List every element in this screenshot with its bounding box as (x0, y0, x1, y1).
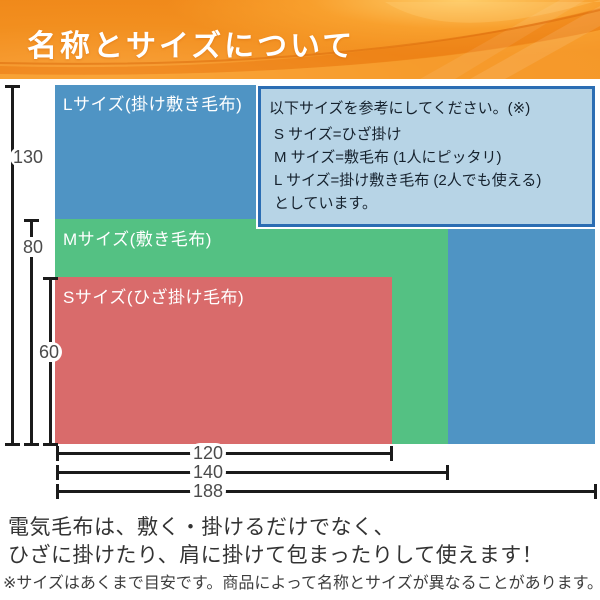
width-dim-m-label: 140 (189, 462, 227, 482)
height-dim-l-label: 130 (9, 147, 47, 167)
info-box-line-3: M サイズ=敷毛布 (1人にピッタリ) (274, 149, 502, 166)
header-banner: 名称とサイズについて (0, 0, 600, 79)
rect-s-label: Sサイズ(ひざ掛け毛布) (63, 288, 245, 307)
info-box-line-1: 以下サイズを参考にしてください。(※) (269, 100, 531, 117)
info-box-line-5: としています。 (274, 195, 378, 212)
height-dim-m-line (24, 219, 39, 446)
info-box-line-4: L サイズ=掛け敷き毛布 (2人でも使える) (274, 172, 542, 189)
rect-s-blanket: Sサイズ(ひざ掛け毛布) (55, 277, 392, 444)
width-dim-l-line (56, 484, 597, 499)
width-dim-s-label: 120 (189, 443, 227, 463)
footer-note: ※サイズはあくまで目安です。商品によって名称とサイズが異なることがあります。 (3, 575, 600, 592)
width-dim-m-line (56, 465, 449, 480)
width-dim-l-label: 188 (189, 481, 227, 501)
info-box-line-2: S サイズ=ひざ掛け (274, 126, 402, 143)
rect-l-label: Lサイズ(掛け敷き毛布) (63, 95, 243, 114)
height-dim-l-line (5, 85, 20, 446)
footer-line-2: ひざに掛けたり、肩に掛けて包まったりして使えます！ (8, 544, 544, 567)
height-dim-s-label: 60 (35, 342, 63, 362)
header-swoosh-icon (0, 0, 600, 79)
footer-line-1: 電気毛布は、敷く・掛けるだけでなく、 (8, 516, 395, 539)
rect-m-label: Mサイズ(敷き毛布) (63, 230, 212, 249)
height-dim-m-label: 80 (19, 237, 47, 257)
page-title: 名称とサイズについて (27, 30, 356, 63)
info-box: 以下サイズを参考にしてください。(※) S サイズ=ひざ掛け M サイズ=敷毛布… (258, 86, 595, 227)
